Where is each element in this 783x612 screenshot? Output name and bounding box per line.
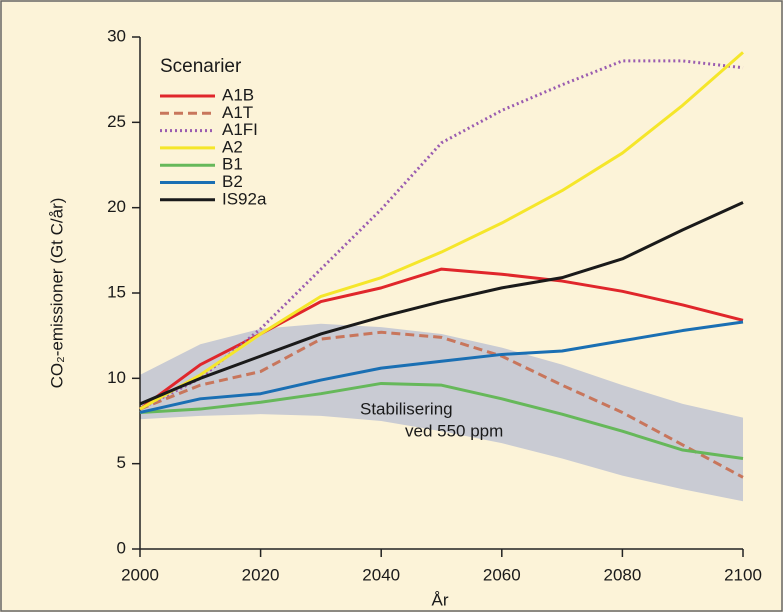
x-axis-label: År <box>432 590 449 609</box>
legend-label: IS92a <box>222 189 267 208</box>
y-axis-label: CO₂-emissioner (Gt C/år) <box>47 198 66 389</box>
series-line <box>139 51 744 411</box>
legend-label: A1B <box>222 85 254 104</box>
y-tick-label: 30 <box>107 26 126 45</box>
x-tick-label: 2040 <box>362 565 400 584</box>
x-tick-label: 2060 <box>483 565 521 584</box>
y-tick-label: 5 <box>117 453 126 472</box>
y-tick-label: 25 <box>107 112 126 131</box>
series-line <box>139 381 744 461</box>
stabilization-band <box>140 323 743 502</box>
x-tick-label: 2080 <box>603 565 641 584</box>
legend-label: A1FI <box>222 120 258 139</box>
band-annotation: Stabilisering <box>360 399 453 418</box>
y-tick-label: 15 <box>107 282 126 301</box>
x-tick-label: 2000 <box>121 565 159 584</box>
y-tick-label: 10 <box>107 368 126 387</box>
y-tick-label: 0 <box>117 538 126 557</box>
legend-label: B1 <box>222 155 243 174</box>
series-line <box>139 201 744 406</box>
y-tick-label: 20 <box>107 197 126 216</box>
legend-label: A2 <box>222 137 243 156</box>
legend-title: Scenarier <box>160 56 242 77</box>
legend-label: A1T <box>222 103 253 122</box>
series-line <box>139 330 744 479</box>
series-line <box>139 59 744 411</box>
x-tick-label: 2020 <box>242 565 280 584</box>
band-annotation: ved 550 ppm <box>405 421 503 440</box>
x-tick-label: 2100 <box>724 565 762 584</box>
series-line <box>139 320 744 414</box>
legend-label: B2 <box>222 172 243 191</box>
